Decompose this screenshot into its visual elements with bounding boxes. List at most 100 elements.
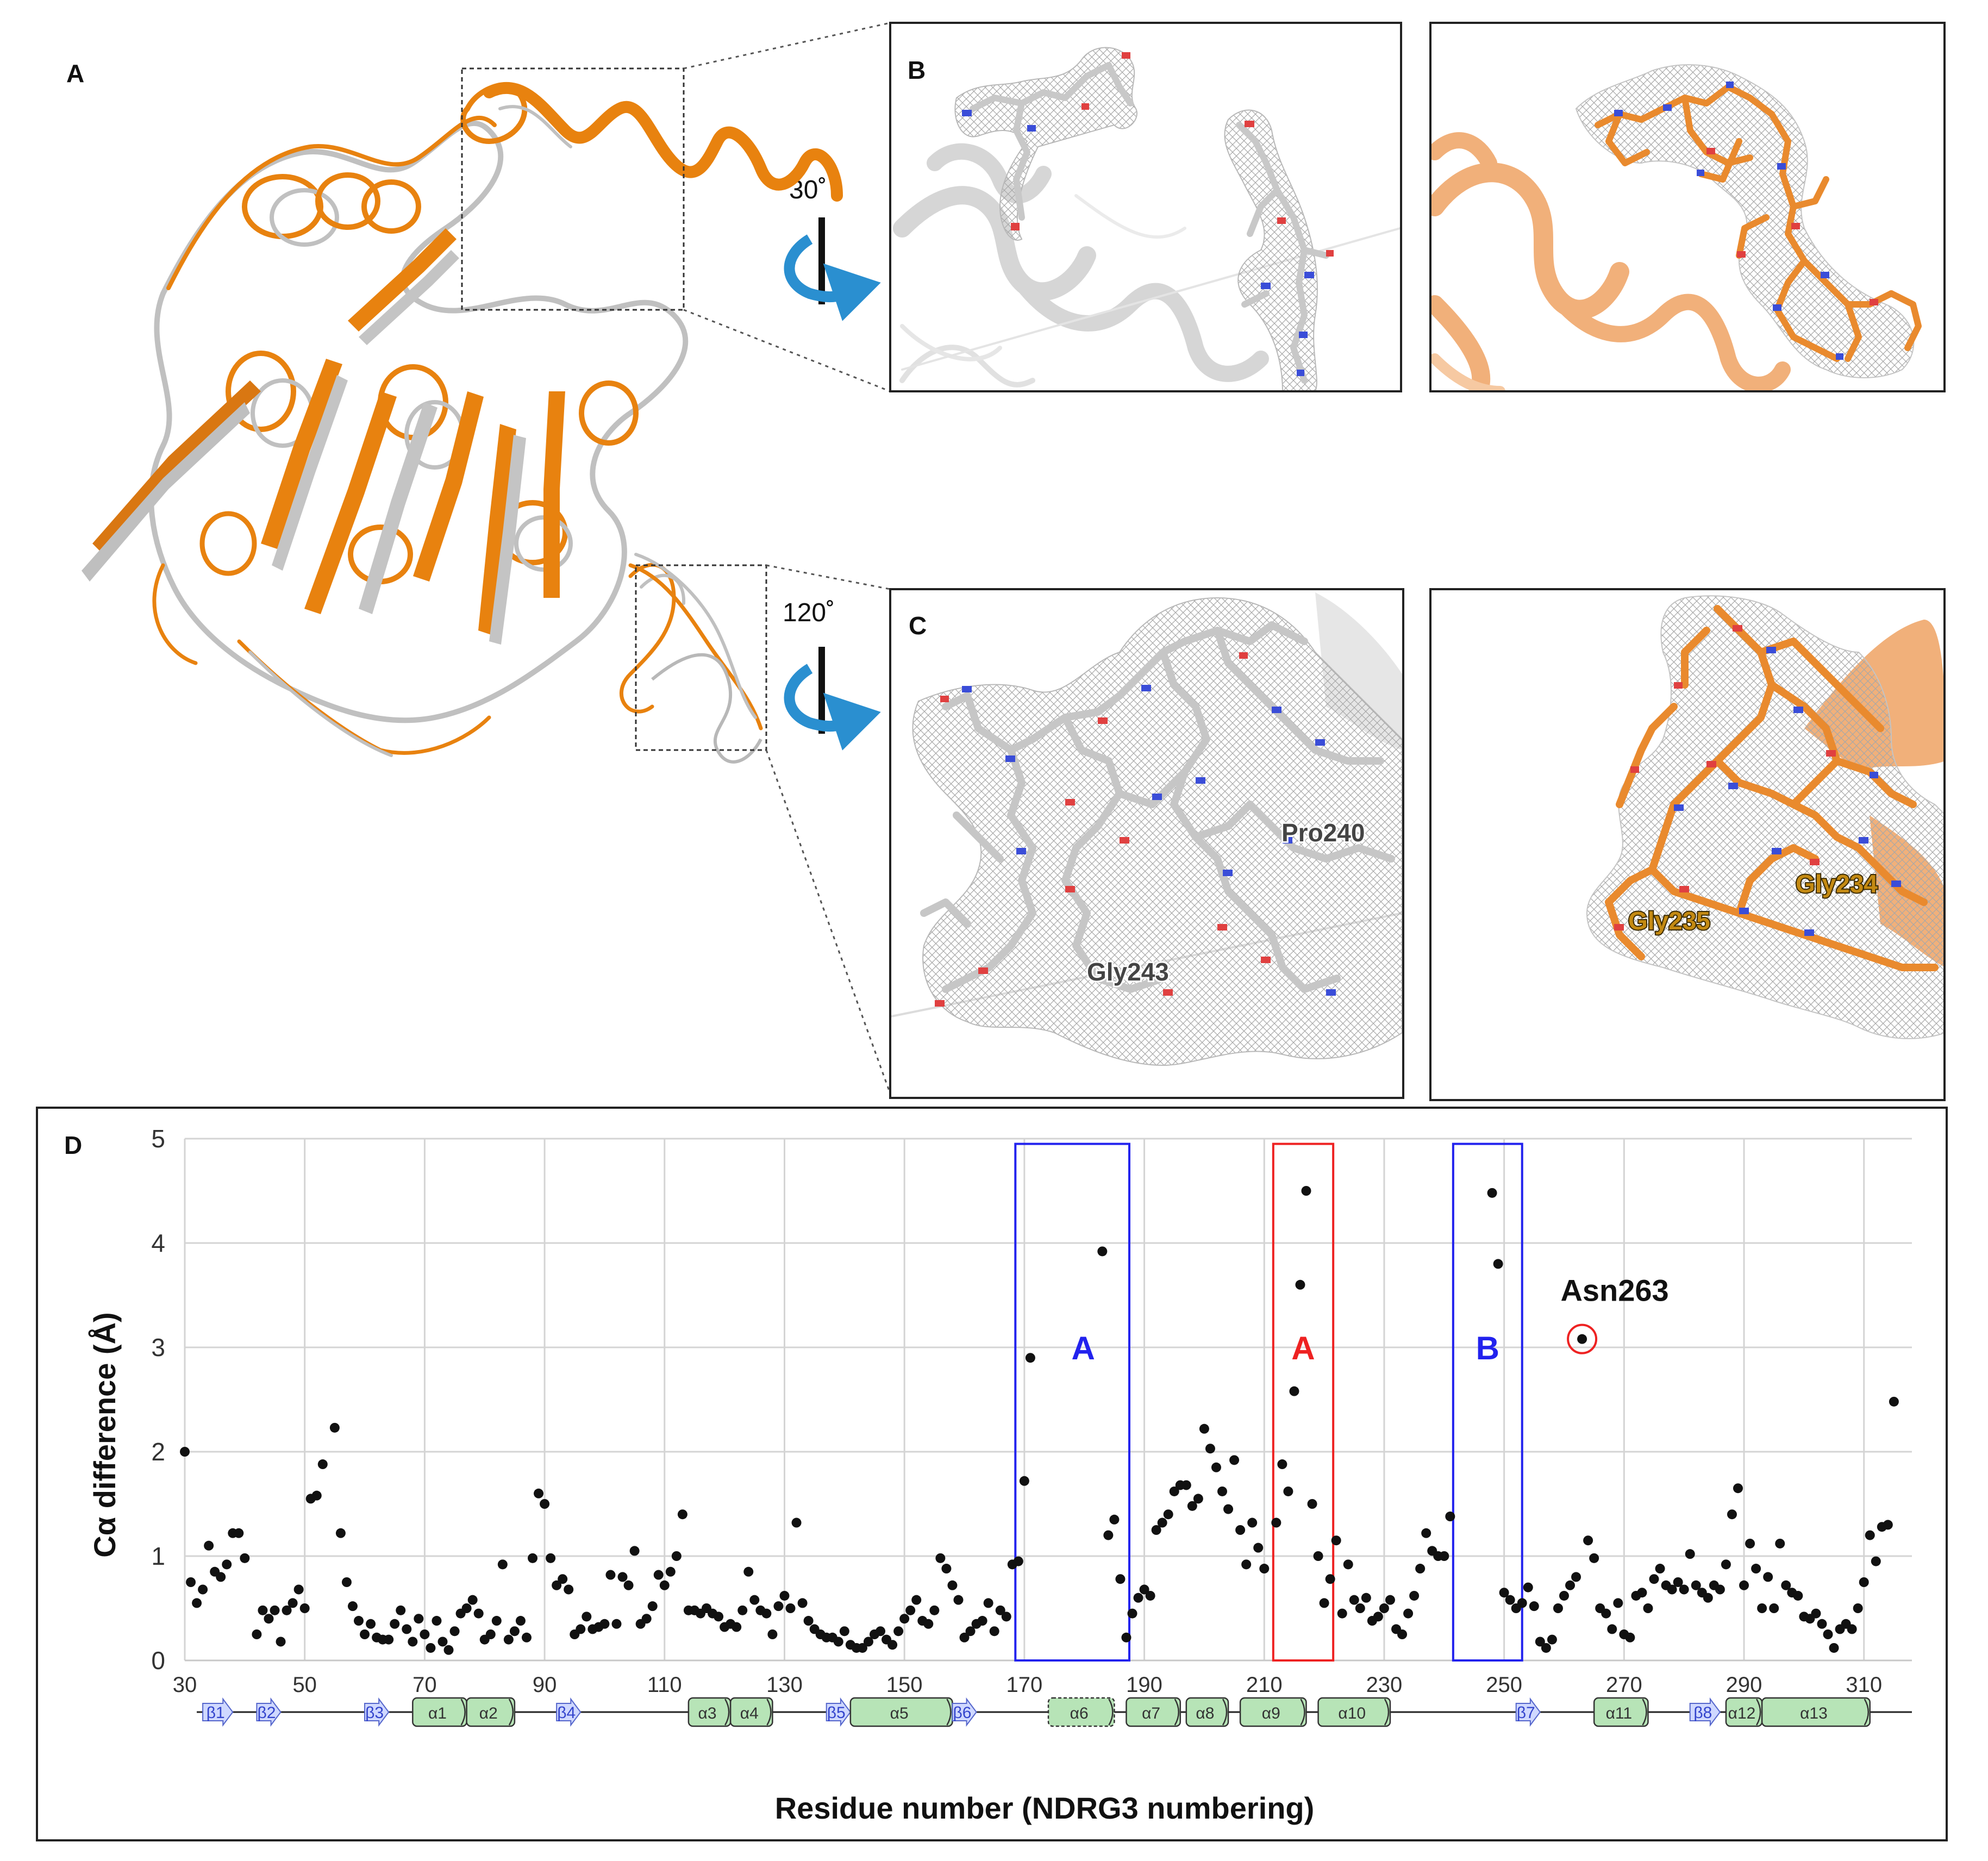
data-point xyxy=(1151,1525,1161,1535)
data-point xyxy=(1013,1556,1023,1566)
data-point xyxy=(737,1605,748,1615)
data-point xyxy=(515,1616,526,1626)
y-tick-label: 0 xyxy=(151,1646,165,1675)
data-point xyxy=(1499,1588,1509,1598)
data-point xyxy=(1001,1612,1011,1622)
data-point xyxy=(1727,1509,1737,1520)
data-point xyxy=(1679,1584,1689,1595)
panel-b-orange xyxy=(1429,22,1946,392)
sse-helix-label: α8 xyxy=(1196,1704,1214,1722)
data-point xyxy=(605,1570,616,1580)
sse-strand xyxy=(364,1697,390,1727)
sse-helix xyxy=(1126,1697,1181,1727)
data-point xyxy=(497,1559,508,1570)
data-point xyxy=(857,1643,867,1653)
panel-letter-c: C xyxy=(909,611,927,640)
data-point xyxy=(240,1553,250,1563)
data-point xyxy=(534,1488,544,1498)
x-tick-label: 50 xyxy=(292,1673,317,1697)
data-point xyxy=(234,1528,244,1538)
data-point xyxy=(1829,1643,1839,1653)
data-point xyxy=(503,1634,514,1645)
data-point xyxy=(714,1612,724,1622)
data-point xyxy=(1103,1530,1114,1540)
data-point xyxy=(491,1616,502,1626)
y-tick-label: 5 xyxy=(151,1125,165,1153)
data-point xyxy=(1097,1246,1108,1257)
data-point xyxy=(1589,1553,1599,1563)
data-point xyxy=(1319,1598,1329,1608)
data-point xyxy=(1217,1486,1228,1496)
data-point xyxy=(965,1626,976,1637)
data-point xyxy=(276,1637,286,1647)
sse-helix-cap xyxy=(1642,1698,1647,1726)
data-point xyxy=(198,1584,208,1595)
secondary-structure-track: β1 β2 β3 α1 α2 β4 α3 α4 β5 α5 β6 α6 α7 α8 α9 α10 β7 α11 β8… xyxy=(197,1697,1912,1727)
annotation-asn263: Asn263 xyxy=(1560,1273,1668,1308)
data-point xyxy=(1025,1353,1035,1363)
region-box-blue xyxy=(1452,1142,1523,1662)
sse-helix-cap xyxy=(1756,1698,1761,1726)
data-point xyxy=(617,1572,628,1582)
data-point xyxy=(1277,1459,1287,1470)
data-point xyxy=(384,1634,394,1645)
data-point xyxy=(1553,1603,1563,1613)
rotation-label-120: 120˚ xyxy=(783,598,835,627)
data-point xyxy=(876,1626,886,1637)
data-point xyxy=(665,1566,676,1577)
data-point xyxy=(995,1605,1005,1615)
data-point xyxy=(335,1528,346,1538)
data-point xyxy=(582,1612,592,1622)
data-point xyxy=(180,1447,190,1457)
data-point xyxy=(1823,1629,1833,1639)
y-axis-label: Cα difference (Å) xyxy=(87,1312,122,1557)
data-point xyxy=(467,1595,478,1605)
sse-helix-label: α1 xyxy=(428,1704,447,1722)
chart-points xyxy=(180,1186,1899,1655)
data-point xyxy=(1289,1386,1299,1396)
data-point xyxy=(959,1632,970,1643)
data-point xyxy=(1637,1588,1647,1598)
data-point xyxy=(485,1629,496,1639)
data-point xyxy=(1751,1564,1761,1574)
data-point xyxy=(983,1598,993,1608)
data-point xyxy=(1211,1462,1221,1472)
sse-strand-label: β8 xyxy=(1693,1704,1712,1722)
data-point xyxy=(653,1570,664,1580)
data-point xyxy=(1421,1528,1431,1538)
data-point xyxy=(1811,1608,1821,1619)
data-point xyxy=(1781,1580,1791,1590)
data-point xyxy=(1247,1517,1258,1528)
sse-helix-cap xyxy=(766,1698,772,1726)
data-point xyxy=(1325,1574,1335,1584)
data-point xyxy=(347,1601,358,1612)
region-label-red: A xyxy=(1291,1330,1315,1366)
data-point xyxy=(1847,1624,1857,1634)
data-point xyxy=(941,1564,952,1574)
data-point xyxy=(282,1605,292,1615)
panel-d-frame xyxy=(36,1107,1948,1841)
data-point xyxy=(1547,1634,1557,1645)
data-point xyxy=(216,1572,226,1582)
rotation-icon-30 xyxy=(784,217,881,321)
sse-helix-cap xyxy=(1300,1698,1305,1726)
protein-ribbon-superposition xyxy=(82,82,843,764)
data-point xyxy=(1397,1629,1408,1639)
data-point xyxy=(1157,1517,1167,1528)
data-point xyxy=(443,1645,454,1655)
data-point xyxy=(1817,1619,1827,1629)
panel-c-gray xyxy=(889,588,1404,1099)
data-point xyxy=(887,1640,898,1650)
sse-helix-label: α10 xyxy=(1338,1704,1366,1722)
x-tick-label: 130 xyxy=(766,1673,803,1697)
zoom-connectors xyxy=(683,22,891,1094)
data-point xyxy=(420,1629,430,1639)
data-point xyxy=(1643,1603,1653,1613)
data-point xyxy=(1295,1279,1305,1290)
sse-helix-label: α5 xyxy=(890,1704,909,1722)
data-point xyxy=(893,1626,904,1637)
sse-helix-label: α9 xyxy=(1262,1704,1280,1722)
sse-strand xyxy=(826,1697,852,1727)
data-point xyxy=(623,1580,634,1590)
sse-strand xyxy=(202,1697,234,1727)
